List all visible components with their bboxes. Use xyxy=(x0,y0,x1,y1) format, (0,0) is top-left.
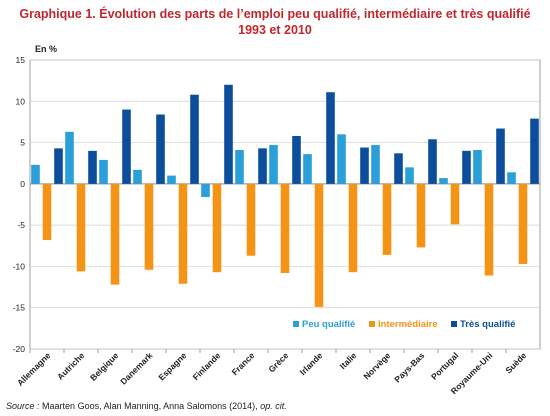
y-tick-label: -5 xyxy=(17,220,25,230)
chart-title-line1: Graphique 1. Évolution des parts de l’em… xyxy=(19,7,531,21)
chart-title: Graphique 1. Évolution des parts de l’em… xyxy=(0,6,550,38)
bar-peu-qualifie xyxy=(507,172,516,184)
bar-tres-qualifie xyxy=(360,147,369,184)
y-tick-label: 15 xyxy=(16,55,26,65)
bar-tres-qualifie xyxy=(292,135,301,184)
bar-peu-qualifie xyxy=(167,175,176,184)
bar-peu-qualifie xyxy=(439,178,448,184)
x-tick-label: Irlande xyxy=(298,350,325,377)
bar-tres-qualifie xyxy=(496,128,505,184)
y-tick-label: -15 xyxy=(13,303,26,313)
bar-intermediaire xyxy=(382,183,392,255)
bar-intermediaire xyxy=(348,183,358,273)
bar-peu-qualifie xyxy=(371,145,380,184)
bar-intermediaire xyxy=(518,183,528,264)
y-tick-label: 0 xyxy=(20,179,25,189)
legend-entry: Intermédiaire xyxy=(378,319,438,330)
bar-peu-qualifie xyxy=(99,159,108,184)
bar-peu-qualifie xyxy=(405,167,414,184)
source-reference: op. cit. xyxy=(260,401,287,411)
x-tick-label: Italie xyxy=(338,350,359,371)
bar-intermediaire xyxy=(450,183,460,225)
y-axis-unit-label: En % xyxy=(35,44,58,54)
bar-tres-qualifie xyxy=(258,148,267,184)
bar-intermediaire xyxy=(76,183,86,272)
bar-peu-qualifie xyxy=(473,150,482,184)
bar-tres-qualifie xyxy=(156,114,165,184)
bar-peu-qualifie xyxy=(65,131,74,184)
x-tick-label: Allemagne xyxy=(15,350,53,388)
bar-tres-qualifie xyxy=(394,153,403,184)
bar-intermediaire xyxy=(314,183,324,307)
bar-peu-qualifie xyxy=(269,145,278,184)
bar-intermediaire xyxy=(280,183,290,274)
y-tick-label: -10 xyxy=(13,261,26,271)
source-note: Source : Maarten Goos, Alan Manning, Ann… xyxy=(6,401,287,411)
x-tick-label: Danemark xyxy=(118,350,154,386)
bar-intermediaire xyxy=(110,183,120,285)
source-authors: Maarten Goos, Alan Manning, Anna Salomon… xyxy=(42,401,258,411)
bar-intermediaire xyxy=(178,183,188,284)
bar-peu-qualifie xyxy=(133,169,142,184)
bar-intermediaire xyxy=(246,183,256,256)
bar-intermediaire xyxy=(484,183,494,276)
bar-tres-qualifie xyxy=(190,94,199,184)
y-tick-label: 10 xyxy=(16,96,26,106)
chart-title-line2: 1993 et 2010 xyxy=(238,23,312,37)
x-tick-label: Autriche xyxy=(55,350,87,382)
source-label: Source : xyxy=(6,401,40,411)
y-tick-label: 5 xyxy=(20,138,25,148)
x-tick-label: Norvège xyxy=(361,350,392,381)
x-tick-label: Grèce xyxy=(266,350,290,374)
bar-intermediaire xyxy=(416,183,426,248)
bar-tres-qualifie xyxy=(428,139,437,184)
legend-swatch xyxy=(293,321,299,327)
x-tick-label: Suède xyxy=(503,350,528,375)
x-tick-label: Portugal xyxy=(429,350,460,381)
bar-peu-qualifie xyxy=(337,134,346,184)
y-tick-label: -20 xyxy=(13,344,26,354)
bar-tres-qualifie xyxy=(462,150,471,184)
x-tick-label: Finlande xyxy=(191,350,223,382)
bar-tres-qualifie xyxy=(530,118,539,184)
bar-tres-qualifie xyxy=(54,148,63,184)
bar-peu-qualifie xyxy=(235,150,244,184)
x-tick-label: France xyxy=(230,350,257,377)
bar-peu-qualifie xyxy=(201,183,210,198)
legend-entry: Peu qualifié xyxy=(302,319,355,330)
bar-peu-qualifie xyxy=(303,154,312,184)
bar-tres-qualifie xyxy=(88,150,97,184)
x-tick-label: Pays-Bas xyxy=(392,350,426,384)
legend-swatch xyxy=(451,321,457,327)
x-tick-label: Belgique xyxy=(88,350,121,383)
legend-swatch xyxy=(369,321,375,327)
bar-intermediaire xyxy=(144,183,154,270)
bar-intermediaire xyxy=(212,183,222,273)
bar-intermediaire xyxy=(42,183,52,241)
bar-peu-qualifie xyxy=(31,164,40,184)
bar-tres-qualifie xyxy=(224,84,233,184)
legend-entry: Très qualifié xyxy=(460,319,515,330)
x-tick-label: Espagne xyxy=(156,350,188,382)
bar-tres-qualifie xyxy=(122,109,131,184)
bar-tres-qualifie xyxy=(326,92,335,184)
